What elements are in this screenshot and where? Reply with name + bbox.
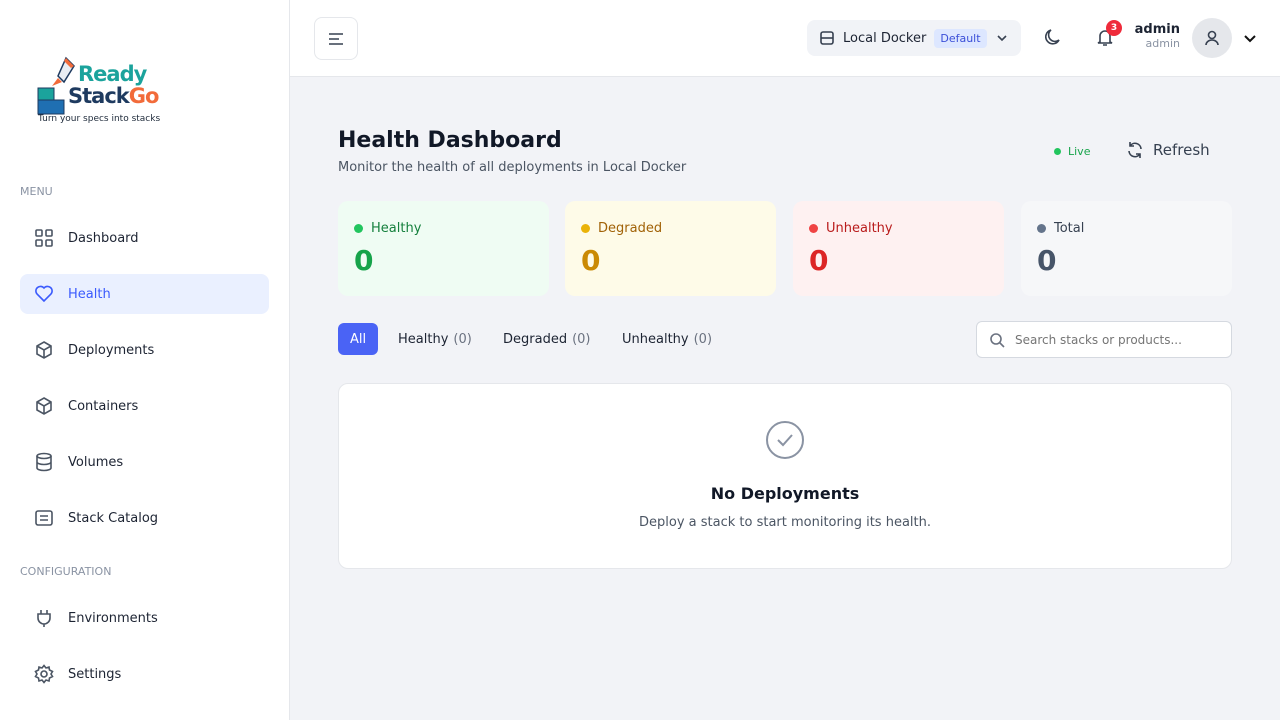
stat-value: 0	[1037, 244, 1057, 277]
sidebar-item-label: Stack Catalog	[68, 510, 159, 526]
plug-icon	[37, 610, 51, 627]
tab-label: Unhealthy	[622, 331, 689, 347]
tab-count: (0)	[453, 331, 472, 347]
status-dot	[354, 224, 363, 233]
sidebar-item-label: Settings	[68, 666, 122, 682]
sidebar-item-settings[interactable]: Settings	[20, 654, 269, 694]
search-icon	[990, 332, 1005, 348]
config-section-title: CONFIGURATION	[20, 565, 112, 578]
notification-count-badge: 3	[1106, 20, 1122, 36]
live-label: Live	[1068, 145, 1091, 158]
chevron-down-icon	[996, 35, 1007, 42]
top-bar: Local Docker Default 3 admin admin	[290, 0, 1280, 77]
empty-state: No Deployments Deploy a stack to start m…	[338, 383, 1232, 569]
sidebar-item-label: Containers	[68, 398, 139, 414]
sidebar-item-environments[interactable]: Environments	[20, 598, 269, 638]
refresh-label: Refresh	[1153, 141, 1210, 159]
tab-count: (0)	[693, 331, 713, 347]
page-title: Health Dashboard	[338, 128, 562, 153]
search-input[interactable]	[1015, 332, 1215, 347]
user-info[interactable]: admin admin	[1128, 22, 1180, 50]
tab-degraded[interactable]: Degraded (0)	[491, 323, 603, 355]
check-circle-icon	[766, 421, 804, 459]
refresh-icon	[1128, 142, 1142, 158]
avatar[interactable]	[1192, 18, 1232, 58]
status-dot	[581, 224, 590, 233]
server-icon	[820, 31, 834, 45]
empty-title: No Deployments	[710, 484, 860, 503]
live-dot	[1054, 148, 1061, 155]
menu-icon	[329, 32, 343, 45]
environment-name: Local Docker	[843, 30, 927, 46]
sidebar-item-health[interactable]: Health	[20, 274, 269, 314]
sidebar-item-label: Health	[68, 286, 111, 302]
stat-value: 0	[354, 244, 374, 277]
stat-value: 0	[581, 244, 601, 277]
sidebar: Ready StackGo Turn your specs into stack…	[0, 0, 290, 720]
tab-healthy[interactable]: Healthy (0)	[386, 323, 484, 355]
default-badge: Default	[934, 28, 987, 48]
stat-card-healthy: Healthy 0	[338, 201, 549, 296]
stat-label: Total	[1054, 221, 1085, 236]
tab-label: Degraded	[503, 331, 568, 347]
page-subtitle: Monitor the health of all deployments in…	[338, 160, 687, 175]
heart-icon	[35, 285, 53, 303]
box-icon	[36, 341, 52, 359]
status-dot	[809, 224, 818, 233]
sidebar-item-label: Deployments	[68, 342, 155, 358]
tab-label: Healthy	[398, 331, 449, 347]
gear-icon	[34, 664, 54, 684]
stat-label: Healthy	[371, 221, 422, 236]
sidebar-item-volumes[interactable]: Volumes	[20, 442, 269, 482]
sidebar-item-label: Volumes	[68, 454, 124, 470]
notifications-button[interactable]: 3	[1096, 20, 1122, 52]
box-icon	[36, 397, 52, 415]
tab-count: (0)	[572, 331, 591, 347]
tagline: Turn your specs into stacks	[38, 114, 161, 124]
stat-card-total: Total 0	[1021, 201, 1232, 296]
user-name: admin	[1134, 22, 1180, 37]
tab-all[interactable]: All	[338, 323, 379, 355]
tab-label: All	[350, 331, 367, 347]
stat-label: Degraded	[598, 221, 663, 236]
stat-card-unhealthy: Unhealthy 0	[793, 201, 1004, 296]
sidebar-item-label: Dashboard	[68, 230, 139, 246]
live-indicator: Live	[1054, 145, 1090, 158]
environment-selector[interactable]: Local Docker Default	[807, 20, 1021, 56]
status-dot	[1037, 224, 1046, 233]
moon-icon[interactable]	[1045, 28, 1061, 46]
stat-value: 0	[809, 244, 829, 277]
menu-section-title: MENU	[20, 185, 53, 198]
sidebar-item-stack-catalog[interactable]: Stack Catalog	[20, 498, 269, 538]
user-role: admin	[1145, 37, 1180, 50]
stat-card-degraded: Degraded 0	[565, 201, 776, 296]
search-box[interactable]	[976, 321, 1232, 358]
user-icon	[1205, 30, 1219, 46]
sidebar-item-label: Environments	[68, 610, 158, 626]
sidebar-item-dashboard[interactable]: Dashboard	[20, 218, 269, 258]
brand-word: StackGo	[68, 84, 159, 108]
stat-label: Unhealthy	[826, 221, 893, 236]
brand-word: Ready	[78, 62, 147, 86]
list-icon	[35, 510, 53, 526]
database-icon	[36, 452, 52, 472]
chevron-down-icon[interactable]	[1243, 31, 1257, 45]
empty-text: Deploy a stack to start monitoring its h…	[639, 515, 931, 530]
tab-unhealthy[interactable]: Unhealthy (0)	[610, 323, 724, 355]
refresh-button[interactable]: Refresh	[1126, 141, 1210, 159]
sidebar-item-deployments[interactable]: Deployments	[20, 330, 269, 370]
menu-toggle-button[interactable]	[314, 17, 358, 60]
rocket-logo-icon	[37, 56, 75, 115]
grid-icon	[35, 229, 53, 247]
sidebar-item-containers[interactable]: Containers	[20, 386, 269, 426]
